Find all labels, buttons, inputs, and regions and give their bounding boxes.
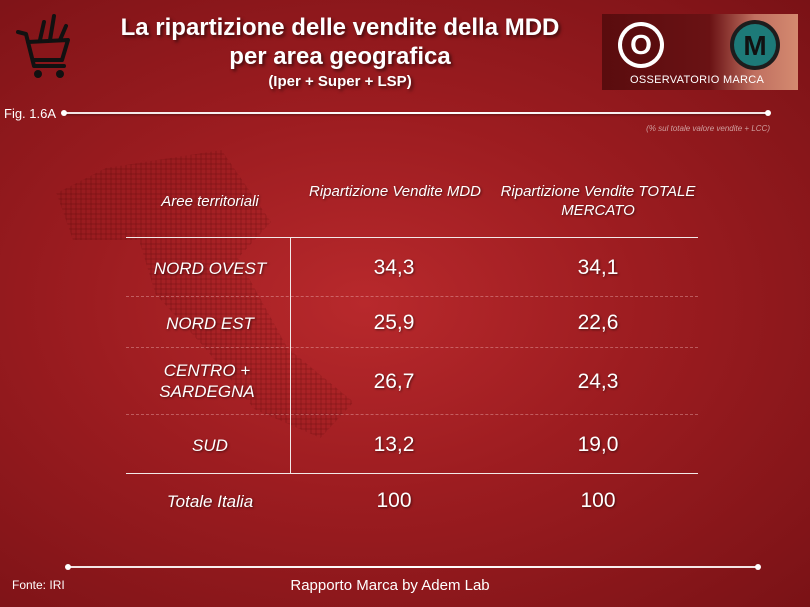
osservatorio-marca-logo: O M OSSERVATORIO MARCA xyxy=(602,14,798,90)
total-totale: 100 xyxy=(580,489,616,512)
total-area: Totale Italia xyxy=(166,492,254,511)
shopping-cart-icon xyxy=(16,14,70,78)
top-divider xyxy=(61,110,771,116)
total-mdd: 100 xyxy=(376,489,412,512)
bottom-divider xyxy=(65,564,761,570)
title-subtitle: (Iper + Super + LSP) xyxy=(268,73,412,90)
header-aree: Aree territoriali xyxy=(161,193,259,210)
logo-text: OSSERVATORIO MARCA xyxy=(630,74,765,86)
header-rule xyxy=(126,237,698,238)
source-label: Fonte: IRI xyxy=(12,578,65,592)
logo-o-icon: O xyxy=(618,22,664,68)
row-area-centro-sardegna: CENTRO + SARDEGNA xyxy=(159,361,255,401)
total-rule xyxy=(126,473,698,474)
footer-text: Rapporto Marca by Adem Lab xyxy=(290,577,490,594)
row-mdd-sud: 13,2 xyxy=(373,433,415,456)
column-divider xyxy=(290,238,291,474)
logo-o-letter: O xyxy=(630,29,652,60)
row-mdd-nord-ovest: 34,3 xyxy=(373,256,415,279)
row-totale-nord-est: 22,6 xyxy=(577,311,619,334)
row-area-sud: SUD xyxy=(192,436,228,455)
row-mdd-centro-sardegna: 26,7 xyxy=(373,370,415,393)
title-line-2: per area geografica xyxy=(229,43,451,70)
figure-label: Fig. 1.6A xyxy=(4,106,57,121)
header-mdd: Ripartizione Vendite MDD xyxy=(308,183,482,200)
header-totale-mercato: Ripartizione Vendite TOTALE MERCATO xyxy=(500,183,696,219)
logo-m-letter: M xyxy=(743,30,766,61)
row-separator xyxy=(126,347,698,348)
row-mdd-nord-est: 25,9 xyxy=(373,311,415,334)
row-totale-sud: 19,0 xyxy=(577,433,619,456)
row-area-nord-ovest: NORD OVEST xyxy=(153,259,267,278)
row-separator xyxy=(126,414,698,415)
title-line-1: La ripartizione delle vendite della MDD xyxy=(120,14,560,41)
logo-m-icon: M xyxy=(730,20,780,70)
row-totale-nord-ovest: 34,1 xyxy=(577,256,619,279)
row-separator xyxy=(126,296,698,297)
table-note: (% sul totale valore vendite + LCC) xyxy=(646,124,770,133)
row-area-nord-est: NORD EST xyxy=(166,314,254,333)
page-title: La ripartizione delle vendite della MDD … xyxy=(80,14,600,92)
row-totale-centro-sardegna: 24,3 xyxy=(577,370,619,393)
